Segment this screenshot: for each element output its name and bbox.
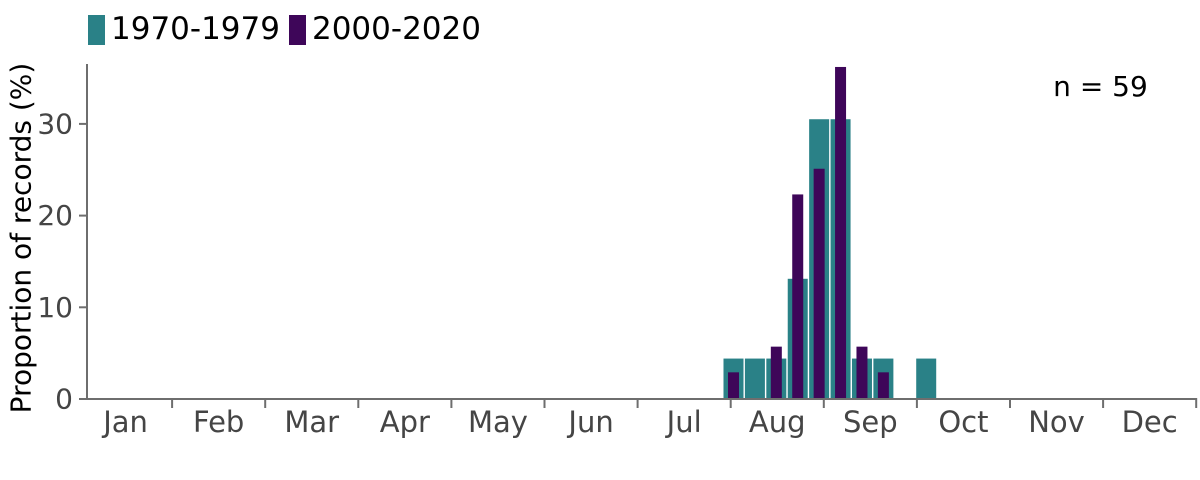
- y-axis-title: Proportion of records (%): [4, 62, 38, 414]
- legend-swatch-1970-1979: [88, 14, 105, 45]
- y-tick-label: 0: [55, 383, 73, 416]
- x-tick-label-jul: Jul: [665, 405, 702, 439]
- legend-label-2000-2020: 2000-2020: [311, 11, 481, 47]
- x-tick-label-oct: Oct: [938, 405, 988, 439]
- x-tick-label-feb: Feb: [193, 405, 244, 439]
- sample-size-annotation: n = 59: [1053, 70, 1148, 103]
- y-tick-label: 10: [37, 291, 73, 324]
- bar-2000-2020: [792, 194, 804, 398]
- bar-2000-2020: [835, 66, 847, 398]
- bar-1970-1979: [916, 358, 937, 398]
- legend-swatch-2000-2020: [288, 14, 306, 45]
- bar-2000-2020: [727, 372, 739, 398]
- legend-item-1970-1979: 1970-1979: [88, 14, 280, 45]
- x-tick-label-dec: Dec: [1122, 405, 1178, 439]
- x-tick-label-sep: Sep: [843, 405, 898, 439]
- bar-2000-2020: [877, 372, 889, 398]
- bar-2000-2020: [813, 168, 825, 398]
- legend-item-2000-2020: 2000-2020: [288, 11, 481, 47]
- legend-label-1970-1979: 1970-1979: [111, 11, 280, 47]
- x-tick-label-jun: Jun: [566, 405, 613, 439]
- y-tick-label: 30: [37, 107, 73, 140]
- bar-2000-2020: [856, 346, 868, 398]
- x-tick-label-apr: Apr: [380, 405, 430, 439]
- x-tick-label-aug: Aug: [749, 405, 806, 439]
- legend: 1970-1979 2000-2020: [88, 14, 481, 45]
- x-tick-label-mar: Mar: [284, 405, 339, 439]
- bar-2000-2020: [770, 346, 782, 398]
- bar-1970-1979: [744, 358, 765, 398]
- x-tick-label-may: May: [468, 405, 528, 439]
- y-tick-label: 20: [37, 199, 73, 232]
- x-tick-label-jan: Jan: [101, 405, 148, 439]
- x-tick-label-nov: Nov: [1028, 405, 1085, 439]
